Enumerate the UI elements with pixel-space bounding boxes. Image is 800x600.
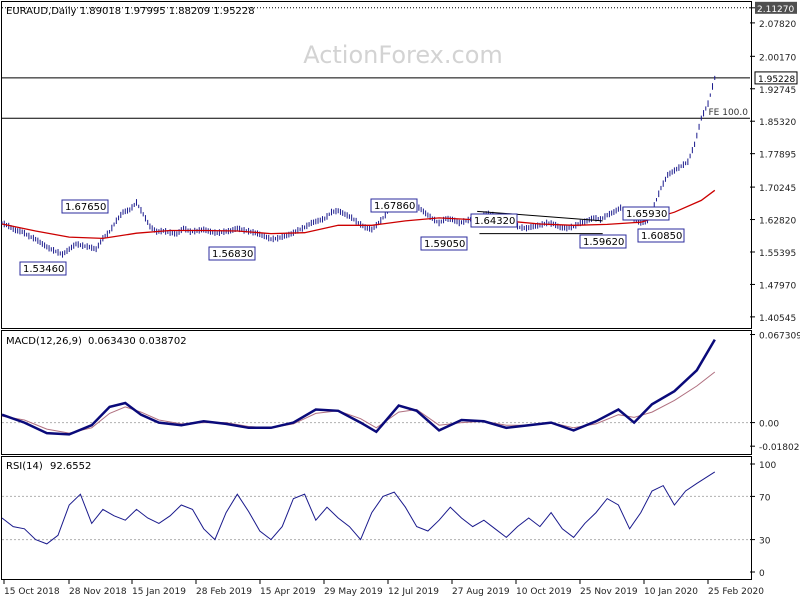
rsi-ytick-label: 0 (759, 569, 765, 579)
rsi-panel-frame (1, 456, 752, 580)
current-price-label: 1.95228 (758, 75, 795, 85)
fe-level-label: FE 100.0 (709, 108, 749, 118)
x-tick-label: 12 Jul 2019 (388, 587, 439, 597)
swing-label: 1.67860 (374, 201, 415, 212)
macd-main-line (1, 338, 716, 436)
swing-label: 1.53460 (23, 264, 64, 275)
price-ytick-label: 1.85320 (759, 118, 796, 128)
swing-label-box (61, 199, 109, 214)
swing-label-box (208, 246, 256, 261)
axis-layer: 2.11270 2.07820 2.00170 1.92745 1.85320 1.778… (3, 1, 800, 597)
current-price-box (754, 71, 798, 85)
price-ytick-label: 1.77895 (759, 151, 796, 161)
macd-ytick-label: 0.00 (759, 420, 779, 430)
price-ytick-label: 1.70245 (759, 184, 796, 194)
x-tick-label: 25 Feb 2020 (708, 587, 764, 597)
price-ytick-label: 2.11270 (757, 5, 794, 15)
watermark: ActionForex.com (303, 41, 503, 69)
x-tick-label: 28 Feb 2019 (196, 587, 252, 597)
price-ytick-highlight-bg (755, 1, 797, 14)
swing-label: 1.67650 (65, 202, 106, 213)
swing-label: 1.59620 (583, 237, 624, 248)
swing-label-box (579, 234, 627, 249)
x-tick-label: 10 Oct 2019 (516, 587, 572, 597)
macd-ytick-label: -0.018023 (759, 443, 800, 453)
macd-panel-frame (1, 330, 752, 455)
swing-label-box (370, 198, 418, 213)
macd-signal-line (1, 371, 716, 434)
trendline-0 (477, 210, 603, 222)
x-tick-label: 25 Nov 2019 (580, 587, 638, 597)
macd-ytick-label: 0.067309 (759, 332, 800, 342)
swing-label: 1.56830 (212, 249, 253, 260)
rsi-header-values: 92.6552 (50, 461, 91, 472)
x-tick-label: 10 Jan 2020 (644, 587, 698, 597)
price-layer: FE 100.0 1.67650 1.53460 1.56830 1.67860 1.59… (1, 7, 750, 276)
x-tick-label: 15 Jan 2019 (132, 587, 186, 597)
swing-label-box (637, 228, 685, 243)
rsi-line (1, 471, 716, 545)
swing-label-box (420, 236, 468, 251)
rsi-header-title: RSI(14) (6, 461, 43, 472)
price-ytick-label: 1.92745 (759, 86, 796, 96)
swing-label: 1.59050 (424, 239, 465, 250)
symbol-header: EURAUD,Daily 1.89018 1.97995 1.88209 1.9… (6, 6, 255, 17)
price-ytick-label: 2.07820 (759, 20, 796, 30)
swing-label: 1.64320 (474, 216, 515, 227)
rsi-ytick-label: 100 (759, 461, 776, 471)
swing-label-box (470, 213, 518, 228)
swing-label: 1.65930 (626, 209, 667, 220)
x-tick-label: 15 Apr 2019 (260, 587, 316, 597)
macd-header-title: MACD(12,26,9) (6, 336, 82, 347)
x-tick-label: 29 May 2019 (324, 587, 383, 597)
rsi-layer (1, 471, 750, 545)
x-tick-label: 15 Oct 2018 (4, 587, 60, 597)
rsi-ytick-label: 70 (759, 493, 771, 503)
price-panel-frame (1, 1, 752, 329)
rsi-ytick-label: 30 (759, 537, 771, 547)
price-ytick-label: 1.55395 (759, 249, 796, 259)
price-ytick-label: 1.47970 (759, 281, 796, 291)
price-ytick-label: 1.62820 (759, 217, 796, 227)
moving-average-line (1, 189, 716, 240)
macd-layer (1, 338, 750, 436)
swing-label: 1.60850 (641, 231, 682, 242)
price-ytick-label: 1.40545 (759, 314, 796, 324)
x-tick-label: 28 Nov 2018 (69, 587, 127, 597)
price-ytick-label: 2.00170 (759, 53, 796, 63)
macd-header-values: 0.063430 0.038702 (88, 336, 187, 347)
swing-label-box (622, 206, 670, 221)
x-tick-label: 27 Aug 2019 (452, 587, 510, 597)
swing-label-box (19, 261, 67, 276)
